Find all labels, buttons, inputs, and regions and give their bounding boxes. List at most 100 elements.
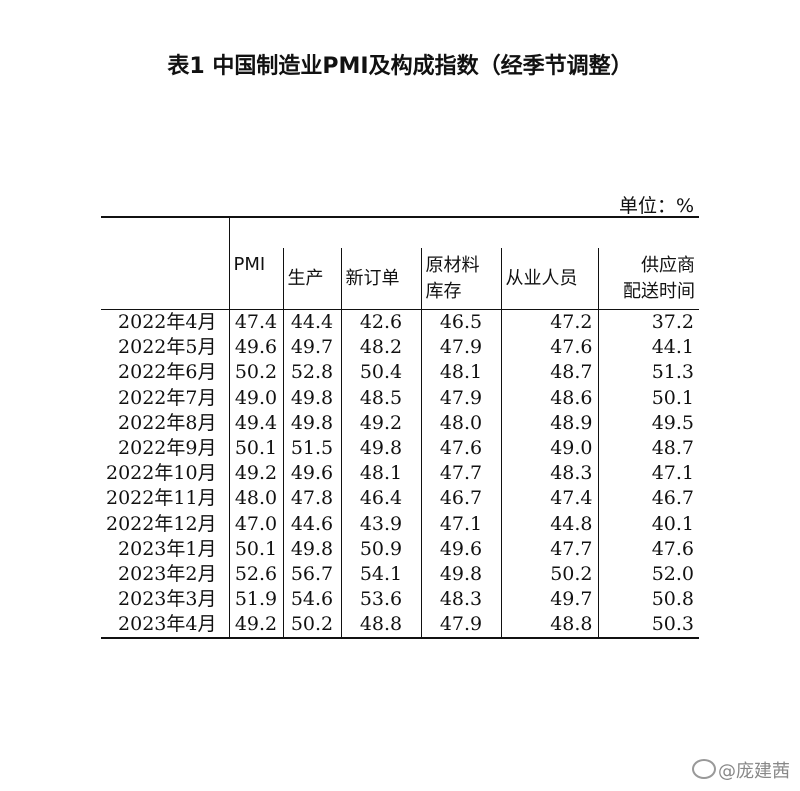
cell-raw-materials: 48.0 xyxy=(420,410,501,436)
cell-production: 49.8 xyxy=(282,536,341,562)
cell-delivery: 52.0 xyxy=(597,561,700,588)
cell-new-orders: 48.1 xyxy=(340,461,421,487)
table-row: 2022年7月 49.0 49.8 48.5 47.9 48.6 50.1 xyxy=(101,385,700,411)
cell-delivery: 51.3 xyxy=(597,360,700,386)
cell-delivery: 50.8 xyxy=(597,587,700,613)
table-row: 2023年2月 52.6 56.7 54.1 49.8 50.2 52.0 xyxy=(101,561,700,588)
cell-pmi: 49.6 xyxy=(228,335,283,361)
cell-pmi: 50.1 xyxy=(228,435,283,462)
header-group-spacer xyxy=(283,216,700,248)
header-pmi: PMI xyxy=(228,216,283,310)
cell-production: 54.6 xyxy=(282,587,341,613)
cell-pmi: 50.2 xyxy=(228,360,283,386)
header-raw-materials-line1: 原材料 xyxy=(425,254,480,276)
cell-delivery: 40.1 xyxy=(597,511,700,537)
cell-raw-materials: 48.1 xyxy=(420,360,501,386)
cell-raw-materials: 47.7 xyxy=(420,461,501,487)
header-raw-materials-line2: 库存 xyxy=(425,280,462,302)
cell-month: 2022年8月 xyxy=(118,411,217,434)
cell-production: 52.8 xyxy=(282,360,341,386)
cell-pmi: 48.0 xyxy=(228,486,283,512)
header-delivery: 供应商 配送时间 xyxy=(597,248,700,310)
cell-pmi: 52.6 xyxy=(228,561,283,588)
table-body: 2022年4月 47.4 44.4 42.6 46.5 47.2 37.2 2022年5月 49… xyxy=(101,309,700,640)
cell-pmi: 49.2 xyxy=(228,612,283,640)
cell-employment: 49.0 xyxy=(500,435,598,462)
cell-delivery: 50.1 xyxy=(597,385,700,411)
table-row: 2022年8月 49.4 49.8 49.2 48.0 48.9 49.5 xyxy=(101,410,700,436)
cell-raw-materials: 46.7 xyxy=(420,486,501,512)
cell-employment: 50.2 xyxy=(500,561,598,588)
table-row: 2022年9月 50.1 51.5 49.8 47.6 49.0 48.7 xyxy=(101,435,700,462)
table-row: 2023年3月 51.9 54.6 53.6 48.3 49.7 50.8 xyxy=(101,587,700,613)
cell-production: 50.2 xyxy=(282,612,341,640)
watermark-text: @庞建茜 xyxy=(718,761,790,782)
cell-employment: 48.8 xyxy=(500,612,598,640)
cell-delivery: 48.7 xyxy=(597,435,700,462)
cell-new-orders: 46.4 xyxy=(340,486,421,512)
page-title: 表1 中国制造业PMI及构成指数（经季节调整） xyxy=(167,54,633,79)
cell-employment: 44.8 xyxy=(500,511,598,537)
cell-production: 47.8 xyxy=(282,486,341,512)
cell-new-orders: 48.2 xyxy=(340,335,421,361)
header-month xyxy=(101,216,229,310)
cell-new-orders: 49.2 xyxy=(340,410,421,436)
pmi-table: PMI 生产 新订单 原材料 库存 从业人员 供应商 配送时间 2022年4月 4… xyxy=(101,216,700,640)
cell-month: 2022年5月 xyxy=(118,336,217,359)
cell-production: 44.6 xyxy=(282,511,341,537)
cell-pmi: 49.2 xyxy=(228,461,283,487)
table-row: 2023年4月 49.2 50.2 48.8 47.9 48.8 50.3 xyxy=(101,612,700,640)
header-production: 生产 xyxy=(282,248,341,310)
cell-month: 2023年3月 xyxy=(118,588,217,611)
cell-pmi: 50.1 xyxy=(228,536,283,562)
table-row: 2022年6月 50.2 52.8 50.4 48.1 48.7 51.3 xyxy=(101,360,700,386)
table-row: 2022年11月 48.0 47.8 46.4 46.7 47.4 46.7 xyxy=(101,486,700,512)
cell-month: 2022年11月 xyxy=(106,487,217,510)
cell-employment: 47.2 xyxy=(500,309,598,336)
cell-delivery: 37.2 xyxy=(597,309,700,336)
table-row: 2022年12月 47.0 44.6 43.9 47.1 44.8 40.1 xyxy=(101,511,700,537)
cell-raw-materials: 46.5 xyxy=(420,309,501,336)
cell-month: 2023年1月 xyxy=(118,537,217,560)
unit-label: 单位：% xyxy=(618,195,694,217)
cell-new-orders: 50.9 xyxy=(340,536,421,562)
cell-employment: 48.6 xyxy=(500,385,598,411)
cell-month: 2022年10月 xyxy=(106,462,217,485)
cell-new-orders: 48.5 xyxy=(340,385,421,411)
cell-pmi: 51.9 xyxy=(228,587,283,613)
cell-delivery: 46.7 xyxy=(597,486,700,512)
cell-employment: 48.7 xyxy=(500,360,598,386)
cell-month: 2022年6月 xyxy=(118,361,217,384)
cell-raw-materials: 49.8 xyxy=(420,561,501,588)
cell-month: 2022年4月 xyxy=(118,311,217,334)
cell-delivery: 47.6 xyxy=(597,536,700,562)
cell-month: 2023年4月 xyxy=(101,612,229,640)
header-new-orders: 新订单 xyxy=(340,248,421,310)
cell-raw-materials: 47.6 xyxy=(420,435,501,462)
watermark: @庞建茜 xyxy=(692,757,790,783)
cell-pmi: 47.0 xyxy=(228,511,283,537)
cell-pmi: 49.4 xyxy=(228,410,283,436)
cell-month: 2022年9月 xyxy=(118,437,217,460)
cell-new-orders: 48.8 xyxy=(340,612,421,640)
header-delivery-line2: 配送时间 xyxy=(623,280,696,302)
cell-production: 51.5 xyxy=(282,435,341,462)
cell-raw-materials: 48.3 xyxy=(420,587,501,613)
cell-production: 49.8 xyxy=(282,385,341,411)
cell-production: 49.8 xyxy=(282,410,341,436)
table-row: 2022年5月 49.6 49.7 48.2 47.9 47.6 44.1 xyxy=(101,335,700,361)
cell-month: 2022年7月 xyxy=(118,386,217,409)
table-row: 2023年1月 50.1 49.8 50.9 49.6 47.7 47.6 xyxy=(101,536,700,562)
cell-delivery: 49.5 xyxy=(597,410,700,436)
cell-production: 49.6 xyxy=(282,461,341,487)
cell-new-orders: 50.4 xyxy=(340,360,421,386)
cell-employment: 48.3 xyxy=(500,461,598,487)
cell-pmi: 47.4 xyxy=(228,309,283,336)
cell-production: 44.4 xyxy=(282,309,341,336)
header-raw-materials: 原材料 库存 xyxy=(420,248,501,310)
cell-month: 2023年2月 xyxy=(118,562,217,585)
cell-raw-materials: 49.6 xyxy=(420,536,501,562)
cell-production: 56.7 xyxy=(282,561,341,588)
header-employment: 从业人员 xyxy=(500,248,598,310)
header-delivery-line1: 供应商 xyxy=(641,254,696,276)
